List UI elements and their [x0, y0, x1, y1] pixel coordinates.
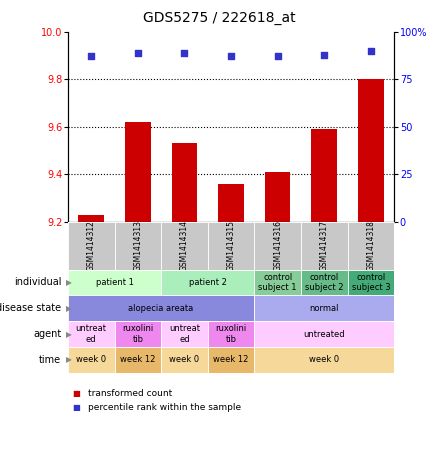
Text: untreat
ed: untreat ed — [76, 324, 107, 344]
Text: GSM1414312: GSM1414312 — [87, 220, 95, 271]
Point — [181, 49, 188, 56]
Text: untreat
ed: untreat ed — [169, 324, 200, 344]
Text: transformed count: transformed count — [88, 389, 172, 398]
Text: patient 1: patient 1 — [95, 278, 134, 287]
Text: percentile rank within the sample: percentile rank within the sample — [88, 403, 241, 412]
Text: week 0: week 0 — [76, 356, 106, 364]
Point — [88, 53, 95, 60]
Text: GSM1414313: GSM1414313 — [133, 220, 142, 271]
Text: alopecia areata: alopecia areata — [128, 304, 194, 313]
Text: week 0: week 0 — [309, 356, 339, 364]
Bar — [125, 122, 151, 222]
Text: GDS5275 / 222618_at: GDS5275 / 222618_at — [143, 11, 295, 25]
Bar — [358, 79, 384, 222]
Bar — [265, 172, 290, 222]
Text: patient 2: patient 2 — [189, 278, 227, 287]
Text: GSM1414318: GSM1414318 — [367, 220, 375, 271]
Point — [134, 49, 141, 56]
Text: week 12: week 12 — [213, 356, 249, 364]
Text: individual: individual — [14, 277, 61, 288]
Text: ▶: ▶ — [66, 356, 71, 364]
Text: GSM1414315: GSM1414315 — [226, 220, 236, 271]
Text: untreated: untreated — [304, 330, 345, 338]
Bar — [311, 129, 337, 222]
Text: GSM1414316: GSM1414316 — [273, 220, 282, 271]
Bar — [218, 184, 244, 222]
Text: agent: agent — [33, 329, 61, 339]
Text: week 12: week 12 — [120, 356, 155, 364]
Text: ruxolini
tib: ruxolini tib — [215, 324, 247, 344]
Point — [274, 53, 281, 60]
Text: control
subject 3: control subject 3 — [352, 273, 390, 292]
Point — [228, 53, 235, 60]
Point — [367, 47, 374, 54]
Bar — [172, 144, 197, 222]
Text: time: time — [39, 355, 61, 365]
Text: disease state: disease state — [0, 303, 61, 313]
Text: control
subject 2: control subject 2 — [305, 273, 343, 292]
Text: ■: ■ — [72, 403, 80, 412]
Text: normal: normal — [310, 304, 339, 313]
Text: ▶: ▶ — [66, 304, 71, 313]
Text: ruxolini
tib: ruxolini tib — [122, 324, 153, 344]
Text: control
subject 1: control subject 1 — [258, 273, 297, 292]
Text: ■: ■ — [72, 389, 80, 398]
Point — [321, 51, 328, 58]
Text: GSM1414317: GSM1414317 — [320, 220, 329, 271]
Bar — [78, 215, 104, 222]
Text: ▶: ▶ — [66, 278, 71, 287]
Text: ▶: ▶ — [66, 330, 71, 338]
Text: week 0: week 0 — [170, 356, 199, 364]
Text: GSM1414314: GSM1414314 — [180, 220, 189, 271]
